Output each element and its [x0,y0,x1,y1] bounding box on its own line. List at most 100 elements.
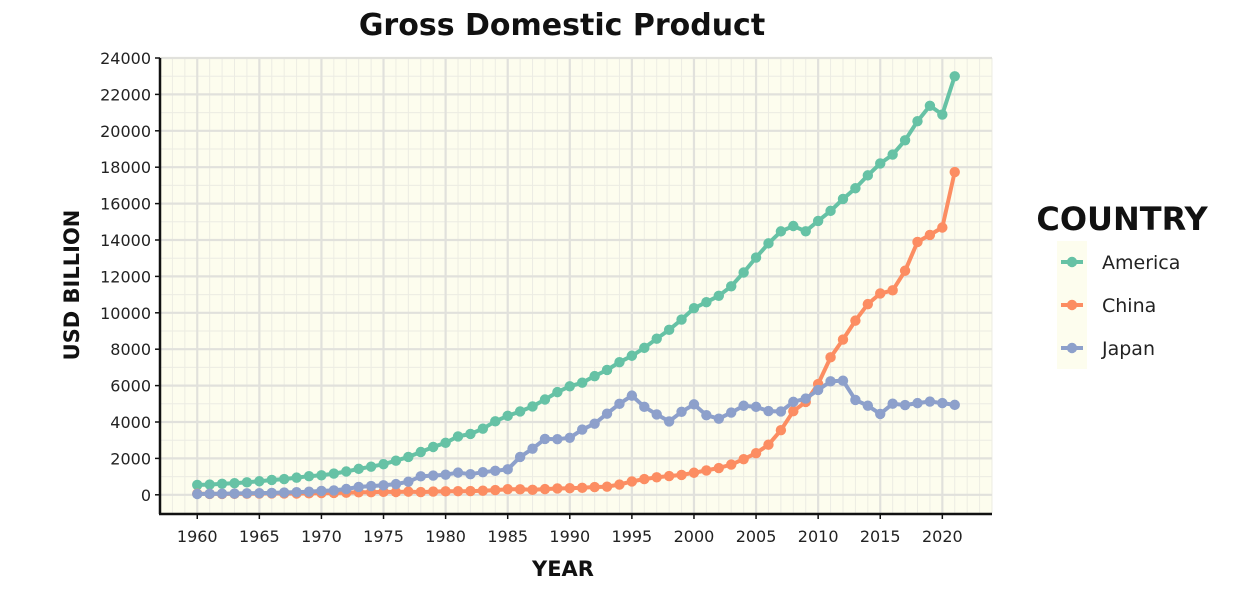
data-point-japan [328,485,340,496]
data-point-china [738,454,749,465]
x-axis-title: YEAR [531,557,594,581]
data-point-japan [626,390,638,401]
data-point-japan [291,486,302,498]
data-point-japan [452,467,464,478]
data-point-japan [601,408,613,419]
legend-title: COUNTRY [1036,200,1208,238]
legend-item-japan: Japan [1061,338,1155,360]
y-tick-label: 20000 [100,122,151,141]
data-point-america [229,477,240,489]
data-point-china [415,486,426,498]
data-point-japan [527,443,538,454]
legend-items: America China Japan [1061,252,1180,360]
data-point-japan [266,487,277,499]
data-point-america [539,394,551,405]
data-point-china [937,222,948,233]
data-point-japan [514,451,526,463]
data-point-japan [663,416,675,427]
y-tick-label: 12000 [100,267,151,286]
minor-grid [159,58,993,514]
data-point-america [887,149,898,160]
data-point-america [254,476,265,487]
data-point-america [477,423,489,434]
data-point-america [303,471,315,482]
data-point-japan [812,384,824,396]
data-point-america [639,342,650,354]
data-point-japan [427,470,439,481]
data-point-japan [713,413,725,424]
data-point-china [701,465,712,476]
data-point-america [440,437,451,449]
data-point-china [663,470,675,482]
data-point-america [763,238,774,249]
data-point-japan [552,434,563,445]
data-point-america [663,324,675,336]
series-japan [192,375,960,500]
legend: COUNTRY America China Japan [1036,200,1209,369]
data-point-japan [229,488,240,499]
data-point-america [800,226,811,237]
data-point-america [601,364,613,376]
data-point-china [452,486,464,497]
data-point-america [378,458,389,470]
data-point-china [775,424,787,436]
y-tick-label: 0 [141,486,151,505]
y-tick-label: 24000 [100,49,151,68]
data-point-america [316,470,327,481]
data-point-america [899,135,911,146]
data-point-japan [316,485,327,497]
chart-title: Gross Domestic Product [359,8,765,43]
data-point-america [365,461,377,472]
data-point-china [825,352,836,363]
y-tick-label: 18000 [100,158,151,177]
y-tick-label: 10000 [100,304,151,323]
data-point-america [614,356,625,368]
data-point-japan [502,464,513,475]
x-tick-label: 1985 [487,527,528,546]
data-point-america [875,158,886,169]
data-point-japan [875,408,886,420]
legend-item-china: China [1061,295,1156,317]
data-point-america [415,446,426,458]
legend-swatch-marker [1066,256,1078,268]
data-point-america [688,303,700,314]
data-point-japan [750,401,762,413]
data-point-china [527,484,538,496]
data-point-china [750,447,762,459]
data-point-america [812,215,824,227]
data-point-china [477,485,489,496]
y-axis-title: USD BILLION [60,210,84,361]
data-point-japan [887,398,898,409]
data-point-japan [378,480,389,491]
data-point-china [837,334,849,345]
data-point-japan [701,409,712,421]
data-point-america [626,350,638,361]
data-point-china [440,486,451,497]
data-point-japan [490,465,501,477]
legend-label-japan: Japan [1101,338,1155,360]
data-point-china [390,486,402,498]
x-tick-label: 2000 [674,527,715,546]
data-point-japan [738,400,749,411]
legend-item-america: America [1061,252,1180,274]
data-point-america [726,281,737,292]
data-point-japan [800,393,811,404]
data-point-america [192,479,203,491]
data-point-japan [341,483,352,495]
data-point-japan [539,433,551,445]
data-point-america [328,468,340,479]
data-point-japan [862,400,874,411]
x-tick-label: 1960 [177,527,218,546]
data-point-japan [390,478,402,490]
data-point-china [899,265,911,276]
data-point-japan [241,488,253,499]
data-point-america [788,220,799,232]
data-point-china [564,483,575,494]
data-point-japan [577,424,588,435]
data-point-america [713,290,725,301]
data-point-china [788,405,799,417]
y-tick-label: 22000 [100,85,151,104]
x-tick-label: 1975 [363,527,404,546]
data-point-china [924,229,936,241]
data-point-america [490,416,501,427]
